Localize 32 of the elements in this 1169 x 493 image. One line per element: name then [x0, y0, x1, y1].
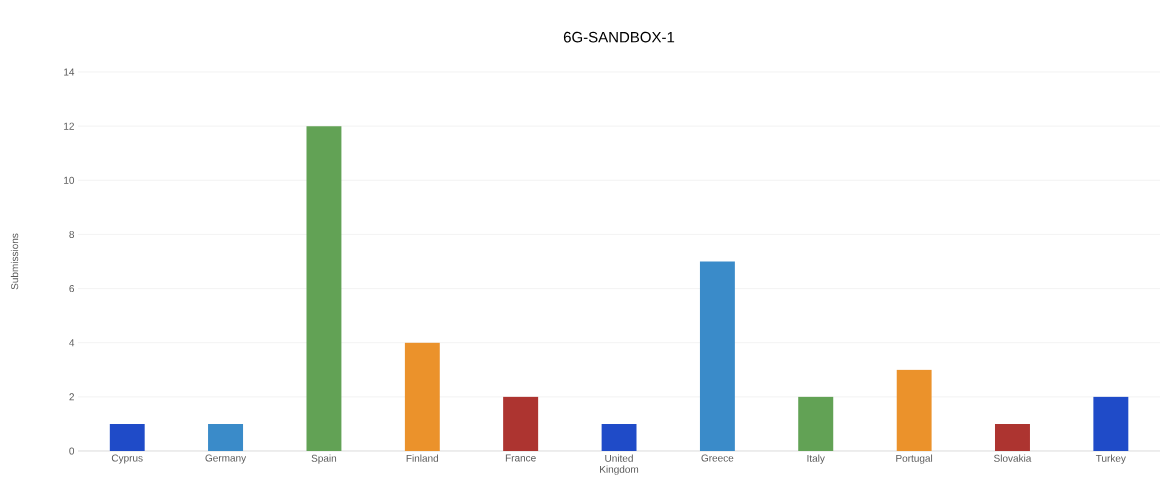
y-tick-label: 6	[69, 285, 75, 293]
x-tick-label: United Kingdom	[600, 454, 639, 475]
y-tick-label: 0	[69, 447, 75, 455]
x-tick-label: Slovakia	[994, 454, 1032, 462]
bar	[896, 369, 932, 451]
x-tick-label: Turkey	[1095, 454, 1126, 464]
x-tick-label: Spain	[311, 454, 337, 464]
x-tick-label: Greece	[701, 454, 734, 462]
x-tick-label: Portugal	[896, 454, 933, 464]
x-tick-label: Italy	[807, 454, 825, 464]
bar	[994, 423, 1030, 451]
y-tick-label: 8	[69, 230, 75, 238]
y-axis-title: Submissions	[10, 233, 19, 290]
y-tick-label: 4	[69, 339, 75, 347]
x-tick-label: Germany	[205, 454, 247, 464]
bar	[1093, 396, 1129, 451]
bar	[404, 342, 440, 451]
x-tick-label: Cyprus	[111, 454, 143, 464]
bar	[601, 423, 637, 451]
bar	[798, 396, 834, 451]
bar	[503, 396, 539, 451]
bar	[109, 423, 145, 451]
x-tick-label: France	[505, 454, 536, 462]
x-tick-label: Finland	[406, 454, 439, 462]
bar	[208, 423, 244, 451]
y-tick-label: 2	[69, 393, 74, 401]
y-tick-label: 10	[64, 176, 75, 184]
bar	[306, 126, 342, 451]
chart-title: 6G-SANDBOX-1	[563, 31, 675, 43]
bar	[699, 261, 735, 451]
y-tick-label: 14	[64, 68, 75, 76]
y-tick-label: 12	[64, 122, 74, 130]
